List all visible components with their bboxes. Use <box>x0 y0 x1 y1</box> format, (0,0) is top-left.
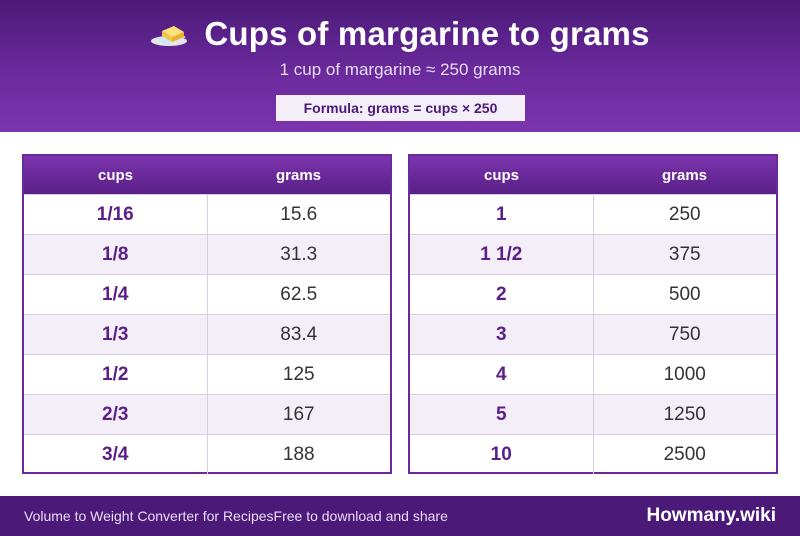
cups-cell: 3 <box>410 315 594 354</box>
table-row: 1/3 83.4 <box>24 314 390 354</box>
grams-cell: 250 <box>668 203 701 225</box>
cups-cell: 3/4 <box>24 435 208 474</box>
grams-cell: 15.6 <box>280 203 318 225</box>
table-row: 10 2500 <box>410 434 776 474</box>
table-row: 1/4 62.5 <box>24 274 390 314</box>
formula-badge: Formula: grams = cups × 250 <box>276 95 525 121</box>
cups-cell: 1/16 <box>24 195 208 234</box>
page-title: Cups of margarine to grams <box>204 15 650 52</box>
column-header-cups: cups <box>483 166 519 184</box>
column-header-cups: cups <box>97 166 133 184</box>
table-row: 2 500 <box>410 274 776 314</box>
table-header: cups grams <box>24 156 390 194</box>
cups-cell: 2 <box>410 275 594 314</box>
table-row: 1 250 <box>410 194 776 234</box>
grams-cell: 125 <box>282 363 315 385</box>
table-row: 3 750 <box>410 314 776 354</box>
grams-cell: 375 <box>668 243 701 265</box>
conversion-table-small: cups grams 1/16 15.6 1/8 31.3 1/4 62.5 1… <box>22 154 392 474</box>
grams-cell: 750 <box>668 323 701 345</box>
grams-cell: 1000 <box>663 363 706 385</box>
conversion-table-large: cups grams 1 250 1 1/2 375 2 500 3 750 4… <box>408 154 778 474</box>
cups-cell: 1 <box>410 195 594 234</box>
grams-cell: 500 <box>668 283 701 305</box>
subtitle: 1 cup of margarine ≈ 250 grams <box>279 60 521 79</box>
table-row: 5 1250 <box>410 394 776 434</box>
grams-cell: 2500 <box>663 443 706 465</box>
grams-cell: 188 <box>282 443 315 465</box>
cups-cell: 10 <box>410 435 594 474</box>
cups-cell: 1/4 <box>24 275 208 314</box>
cups-cell: 2/3 <box>24 395 208 434</box>
table-header: cups grams <box>410 156 776 194</box>
cups-cell: 1 1/2 <box>410 235 594 274</box>
table-row: 1 1/2 375 <box>410 234 776 274</box>
title-row: Cups of margarine to grams <box>0 14 800 54</box>
grams-cell: 62.5 <box>280 283 318 305</box>
cups-cell: 1/3 <box>24 315 208 354</box>
table-row: 1/16 15.6 <box>24 194 390 234</box>
footer-bar: Volume to Weight Converter for RecipesFr… <box>0 496 800 536</box>
margarine-icon <box>150 19 190 49</box>
table-row: 1/8 31.3 <box>24 234 390 274</box>
column-header-grams: grams <box>275 166 322 184</box>
brand-link[interactable]: Howmany.wiki <box>646 505 776 526</box>
table-row: 1/2 125 <box>24 354 390 394</box>
table-row: 3/4 188 <box>24 434 390 474</box>
header-banner: Cups of margarine to grams 1 cup of marg… <box>0 0 800 132</box>
footer-caption: Volume to Weight Converter for RecipesFr… <box>24 508 448 524</box>
column-header-grams: grams <box>661 166 708 184</box>
grams-cell: 1250 <box>663 403 706 425</box>
cups-cell: 4 <box>410 355 594 394</box>
cups-cell: 1/8 <box>24 235 208 274</box>
cups-cell: 1/2 <box>24 355 208 394</box>
table-row: 4 1000 <box>410 354 776 394</box>
grams-cell: 83.4 <box>280 323 318 345</box>
grams-cell: 31.3 <box>280 243 318 265</box>
grams-cell: 167 <box>282 403 315 425</box>
table-row: 2/3 167 <box>24 394 390 434</box>
cups-cell: 5 <box>410 395 594 434</box>
